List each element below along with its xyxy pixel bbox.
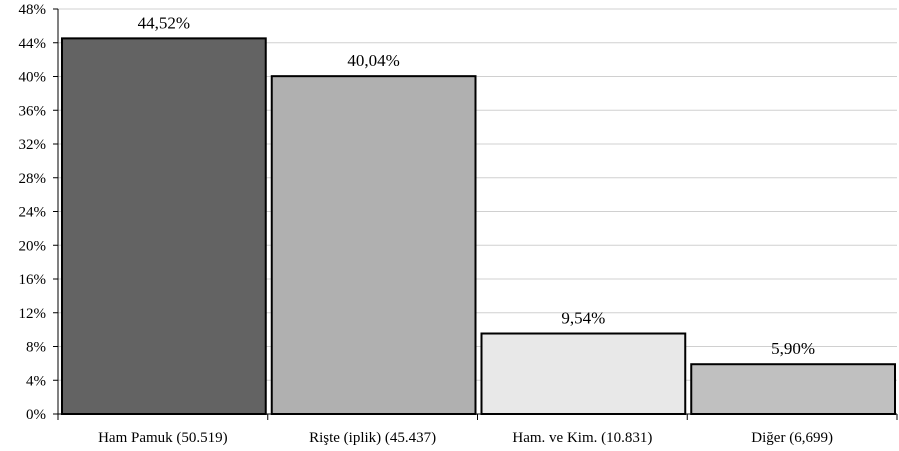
bar [61,37,267,416]
y-tick-label: 48% [19,2,47,18]
y-tick-label: 0% [26,407,46,423]
y-tick-label: 28% [19,171,47,187]
data-label: 9,54% [561,309,605,328]
y-tick-label: 32% [19,137,47,153]
x-tick-label: Ham Pamuk (50.519) [98,430,228,446]
bar [480,332,687,416]
x-tick-label: Rişte (iplik) (45.437) [309,430,436,446]
y-tick-label: 36% [19,103,47,119]
y-tick-label: 16% [19,272,47,288]
y-tick-label: 24% [19,205,47,221]
data-label: 40,04% [347,51,399,70]
y-tick-label: 20% [19,238,47,254]
y-tick-label: 8% [26,340,46,356]
bars [61,37,896,416]
data-labels: 44,52% 40,04% 9,54% 5,90% [138,13,815,358]
x-tick-label: Ham. ve Kim. (10.831) [512,430,652,446]
y-axis-ticks: 0% 4% 8% 12% 16% 20% 24% 28% 32% 36% 40% 44% 48% [19,2,58,423]
x-axis-ticks: Ham Pamuk (50.519) Rişte (iplik) (45.437)… [57,414,898,446]
x-tick-label: Diğer (6,699) [751,430,833,446]
data-label: 5,90% [771,339,815,358]
y-tick-label: 12% [19,306,47,322]
bar [270,75,477,415]
y-tick-label: 44% [19,36,47,52]
y-tick-label: 40% [19,70,47,86]
y-tick-label: 4% [26,373,46,389]
data-label: 44,52% [138,13,190,32]
bar [690,363,896,415]
